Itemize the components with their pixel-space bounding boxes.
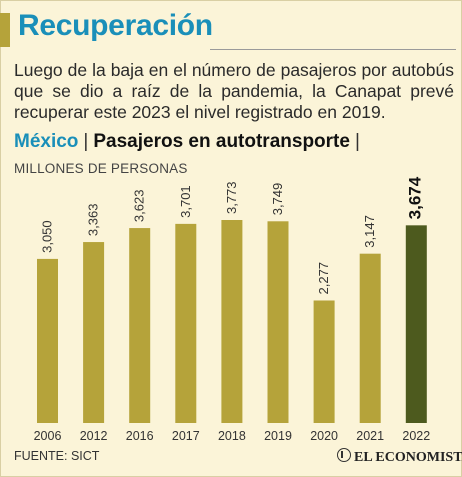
chart-header-separator: |: [83, 131, 89, 152]
data-label-2019: 3,749: [270, 183, 285, 216]
chart-country: México: [14, 131, 79, 152]
page-title: Recuperación: [18, 9, 213, 42]
chart-header-separator-end: |: [354, 131, 360, 152]
x-tick-2022: 2022: [402, 429, 430, 443]
x-tick-2016: 2016: [126, 429, 154, 443]
publisher-logo: EL ECONOMISTA: [337, 448, 462, 466]
chart-title: Pasajeros en autotransporte: [93, 131, 350, 152]
bar-2016: [129, 228, 151, 423]
x-tick-2020: 2020: [310, 429, 338, 443]
title-accent-bar: [0, 13, 10, 47]
x-tick-2018: 2018: [218, 429, 246, 443]
logo-mark-icon: [337, 448, 351, 462]
x-tick-2021: 2021: [356, 429, 384, 443]
data-label-2022: 3,674: [405, 176, 424, 219]
bar-2018: [221, 220, 243, 423]
bar-2006: [37, 258, 58, 423]
chart-unit-label: MILLONES DE PERSONAS: [14, 161, 188, 176]
x-tick-2012: 2012: [80, 429, 108, 443]
data-label-2016: 3,623: [132, 190, 147, 223]
data-label-2018: 3,773: [224, 181, 239, 214]
data-label-2017: 3,701: [178, 185, 193, 218]
bar-2019: [267, 221, 289, 423]
chart-header: México | Pasajeros en autotransporte |: [14, 131, 365, 153]
logo-text: EL ECONOMISTA: [354, 450, 462, 465]
bar-2017: [175, 223, 197, 423]
title-rule: [210, 49, 456, 50]
data-label-2006: 3,050: [40, 220, 55, 253]
subtitle: Luego de la baja en el número de pasajer…: [14, 60, 454, 122]
data-label-2012: 3,363: [86, 204, 101, 237]
data-label-2021: 3,147: [362, 215, 377, 248]
x-tick-2006: 2006: [34, 429, 62, 443]
bar-2020: [313, 300, 335, 423]
bar-2021: [359, 253, 381, 423]
bar-2022: [405, 225, 427, 423]
data-label-2020: 2,277: [316, 262, 331, 295]
source-note: FUENTE: SICT: [14, 449, 100, 463]
x-tick-2019: 2019: [264, 429, 292, 443]
bar-2012: [83, 242, 105, 423]
x-tick-2017: 2017: [172, 429, 200, 443]
